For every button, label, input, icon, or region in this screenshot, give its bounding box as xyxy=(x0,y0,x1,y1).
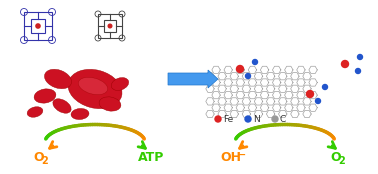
Circle shape xyxy=(36,24,40,28)
Text: Fe: Fe xyxy=(223,114,233,124)
Circle shape xyxy=(253,60,257,65)
Circle shape xyxy=(355,69,361,73)
Text: N: N xyxy=(253,114,260,124)
Circle shape xyxy=(307,90,313,97)
Circle shape xyxy=(316,98,321,104)
Text: ATP: ATP xyxy=(138,151,164,164)
Text: O: O xyxy=(330,151,341,164)
Circle shape xyxy=(245,73,251,78)
FancyArrow shape xyxy=(168,70,218,88)
Circle shape xyxy=(108,24,112,28)
Text: OH: OH xyxy=(220,151,241,164)
Ellipse shape xyxy=(53,99,71,113)
Circle shape xyxy=(272,116,278,122)
Circle shape xyxy=(237,65,243,73)
Circle shape xyxy=(341,61,349,68)
Text: 2: 2 xyxy=(41,156,48,166)
Text: −: − xyxy=(238,150,246,160)
Text: O: O xyxy=(33,151,43,164)
Ellipse shape xyxy=(68,69,122,109)
Ellipse shape xyxy=(27,107,43,117)
Ellipse shape xyxy=(99,97,121,111)
Text: 2: 2 xyxy=(338,156,345,166)
Ellipse shape xyxy=(34,89,56,103)
Text: C: C xyxy=(280,114,286,124)
Ellipse shape xyxy=(111,78,129,90)
Circle shape xyxy=(245,116,251,122)
Circle shape xyxy=(322,85,327,89)
Ellipse shape xyxy=(78,77,108,95)
Ellipse shape xyxy=(45,69,71,89)
Circle shape xyxy=(358,54,363,60)
Circle shape xyxy=(215,116,221,122)
Ellipse shape xyxy=(71,108,89,120)
